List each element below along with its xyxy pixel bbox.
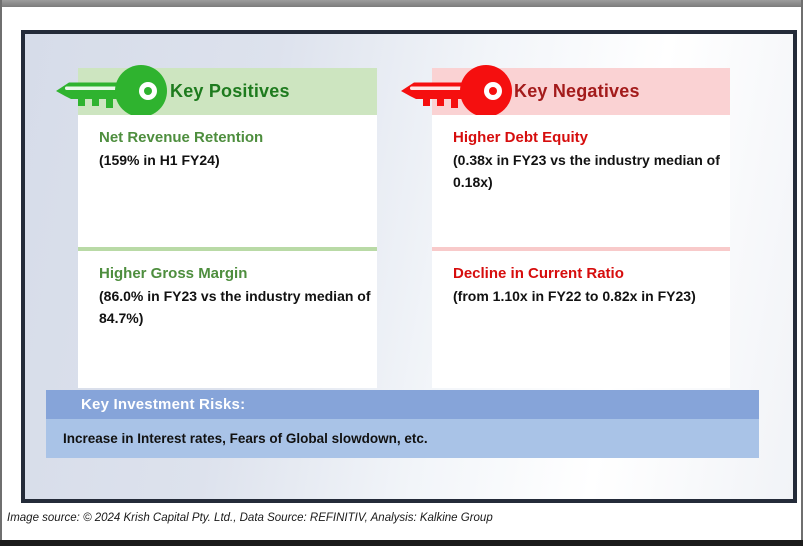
positive-item-1-title: Net Revenue Retention bbox=[99, 129, 264, 146]
key-negatives-title: Key Negatives bbox=[514, 81, 640, 101]
negative-item-2-title: Decline in Current Ratio bbox=[453, 265, 624, 282]
window-bottom-border bbox=[0, 540, 803, 546]
positive-item-2-detail: (86.0% in FY23 vs the industry median of… bbox=[99, 288, 371, 326]
window-top-border bbox=[0, 0, 803, 7]
negative-item-1-title: Higher Debt Equity bbox=[453, 129, 589, 146]
red-key-icon bbox=[401, 65, 512, 117]
negatives-divider bbox=[432, 247, 730, 251]
positives-divider bbox=[78, 247, 377, 251]
negative-item-1-detail: (0.38x in FY23 vs the industry median of… bbox=[453, 152, 720, 190]
positive-item-2: Higher Gross Margin (86.0% in FY23 vs th… bbox=[78, 251, 377, 388]
investment-risks-detail: Increase in Interest rates, Fears of Glo… bbox=[63, 431, 428, 446]
key-positives-title: Key Positives bbox=[170, 81, 290, 101]
investment-risks-body: Increase in Interest rates, Fears of Glo… bbox=[46, 419, 759, 458]
investment-risks-header: Key Investment Risks: bbox=[46, 390, 759, 419]
window-right-border bbox=[801, 0, 803, 546]
key-negatives-card: Higher Debt Equity (0.38x in FY23 vs the… bbox=[432, 115, 730, 388]
positive-item-2-title: Higher Gross Margin bbox=[99, 265, 248, 282]
negative-item-2: Decline in Current Ratio (from 1.10x in … bbox=[432, 251, 730, 388]
attribution-text: Image source: © 2024 Krish Capital Pty. … bbox=[7, 512, 493, 524]
negative-item-1: Higher Debt Equity (0.38x in FY23 vs the… bbox=[432, 115, 730, 247]
investment-risks-title: Key Investment Risks: bbox=[81, 396, 246, 413]
negative-item-2-detail: (from 1.10x in FY22 to 0.82x in FY23) bbox=[453, 288, 696, 304]
window-left-border bbox=[0, 0, 2, 546]
investment-risks-banner: Key Investment Risks: Increase in Intere… bbox=[46, 390, 759, 458]
key-positives-card: Net Revenue Retention (159% in H1 FY24) … bbox=[78, 115, 377, 388]
green-key-icon bbox=[56, 65, 167, 117]
infographic-frame: Key Positives Net Revenue Retention (159… bbox=[21, 30, 797, 503]
positive-item-1-detail: (159% in H1 FY24) bbox=[99, 152, 220, 168]
positive-item-1: Net Revenue Retention (159% in H1 FY24) bbox=[78, 115, 377, 247]
